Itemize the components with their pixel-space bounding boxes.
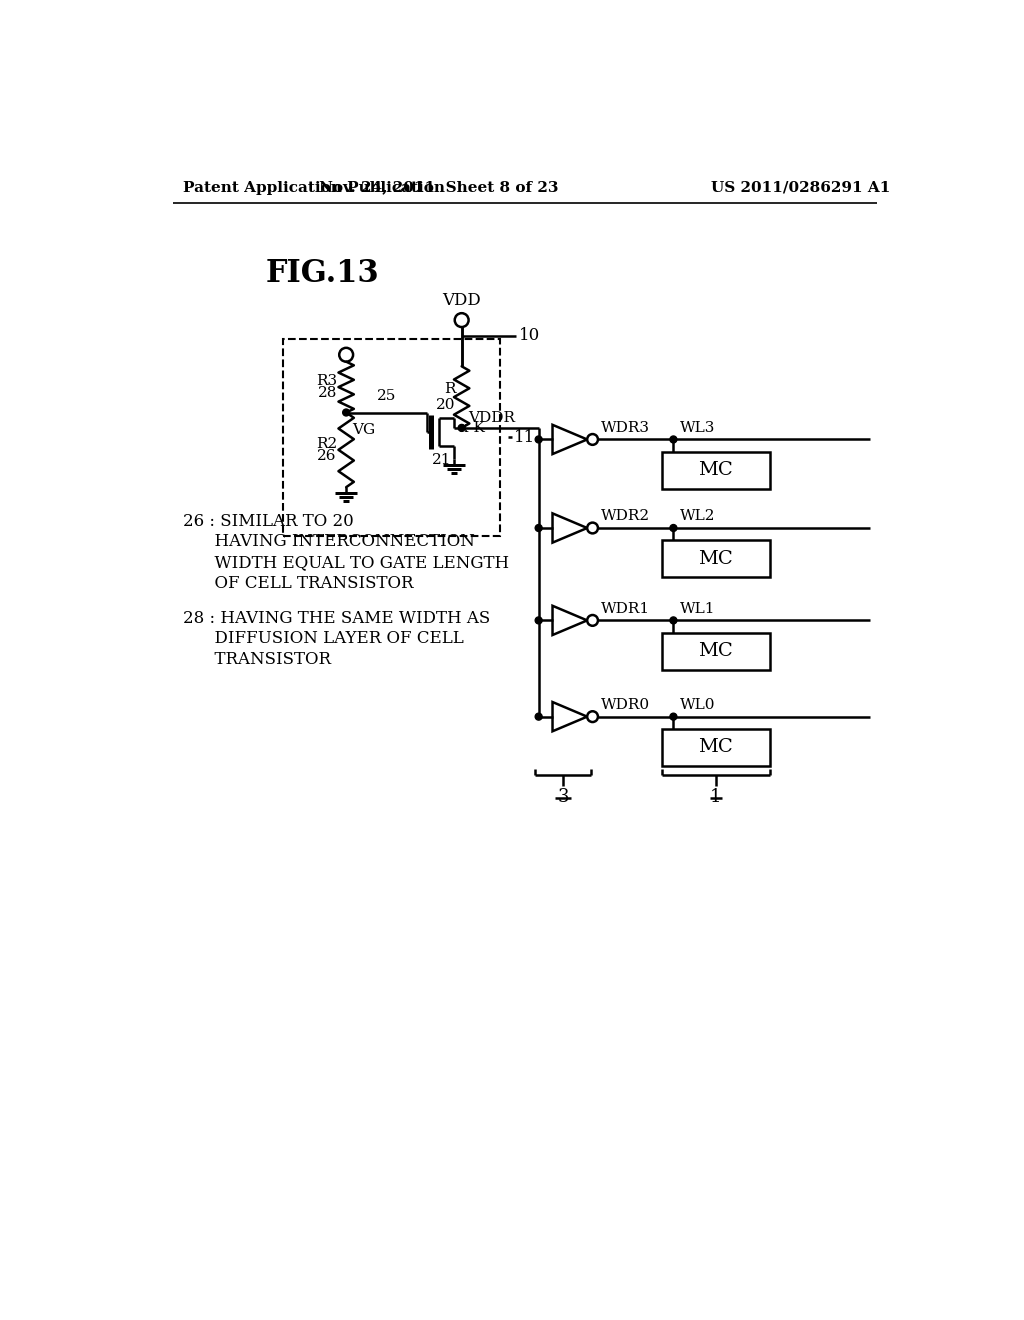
Circle shape <box>670 436 677 444</box>
Text: OF CELL TRANSISTOR: OF CELL TRANSISTOR <box>183 576 414 591</box>
Text: WDR1: WDR1 <box>601 602 650 615</box>
Bar <box>662 632 770 669</box>
Text: Patent Application Publication: Patent Application Publication <box>183 181 444 194</box>
Bar <box>662 729 770 766</box>
Text: x K: x K <box>460 421 485 434</box>
Text: 11: 11 <box>514 429 536 446</box>
Circle shape <box>536 713 542 721</box>
Text: DIFFUSION LAYER OF CELL: DIFFUSION LAYER OF CELL <box>183 631 464 647</box>
Circle shape <box>587 434 598 445</box>
Text: FIG.13: FIG.13 <box>265 259 379 289</box>
Text: WIDTH EQUAL TO GATE LENGTH: WIDTH EQUAL TO GATE LENGTH <box>183 554 509 572</box>
Circle shape <box>536 524 542 532</box>
Text: R: R <box>444 383 456 396</box>
Circle shape <box>587 615 598 626</box>
Text: 1: 1 <box>710 788 722 807</box>
Text: 20: 20 <box>436 397 456 412</box>
Text: 21: 21 <box>432 453 452 467</box>
Circle shape <box>536 436 542 444</box>
Text: MC: MC <box>698 550 733 568</box>
Bar <box>283 339 500 536</box>
Text: VDD: VDD <box>442 292 481 309</box>
Text: 10: 10 <box>519 327 541 345</box>
Text: MC: MC <box>698 643 733 660</box>
Text: 28 : HAVING THE SAME WIDTH AS: 28 : HAVING THE SAME WIDTH AS <box>183 610 490 627</box>
Text: VDDR: VDDR <box>468 411 515 425</box>
Bar <box>662 451 770 488</box>
Text: 25: 25 <box>377 389 396 404</box>
Circle shape <box>343 409 349 416</box>
Text: WL1: WL1 <box>680 602 715 615</box>
Text: MC: MC <box>698 461 733 479</box>
Circle shape <box>670 713 677 721</box>
Text: WDR3: WDR3 <box>601 421 650 434</box>
Text: R3: R3 <box>315 374 337 388</box>
Circle shape <box>587 523 598 533</box>
Text: Nov. 24, 2011  Sheet 8 of 23: Nov. 24, 2011 Sheet 8 of 23 <box>318 181 558 194</box>
Text: VG: VG <box>352 424 376 437</box>
Text: 28: 28 <box>317 387 337 400</box>
Text: HAVING INTERCONNECTION: HAVING INTERCONNECTION <box>183 533 475 550</box>
Text: 3: 3 <box>557 788 568 807</box>
Text: WDR0: WDR0 <box>601 698 650 711</box>
Bar <box>662 540 770 577</box>
Circle shape <box>670 524 677 532</box>
Text: MC: MC <box>698 738 733 756</box>
Circle shape <box>339 348 353 362</box>
Text: R2: R2 <box>315 437 337 450</box>
Text: 26: 26 <box>317 449 337 463</box>
Text: TRANSISTOR: TRANSISTOR <box>183 651 331 668</box>
Text: WL3: WL3 <box>680 421 715 434</box>
Text: WL0: WL0 <box>680 698 715 711</box>
Text: WDR2: WDR2 <box>601 510 650 524</box>
Text: 26 : SIMILAR TO 20: 26 : SIMILAR TO 20 <box>183 512 353 529</box>
Text: WL2: WL2 <box>680 510 715 524</box>
Circle shape <box>458 425 465 432</box>
Circle shape <box>536 616 542 624</box>
Circle shape <box>455 313 469 327</box>
Text: US 2011/0286291 A1: US 2011/0286291 A1 <box>711 181 890 194</box>
Circle shape <box>587 711 598 722</box>
Circle shape <box>670 616 677 624</box>
